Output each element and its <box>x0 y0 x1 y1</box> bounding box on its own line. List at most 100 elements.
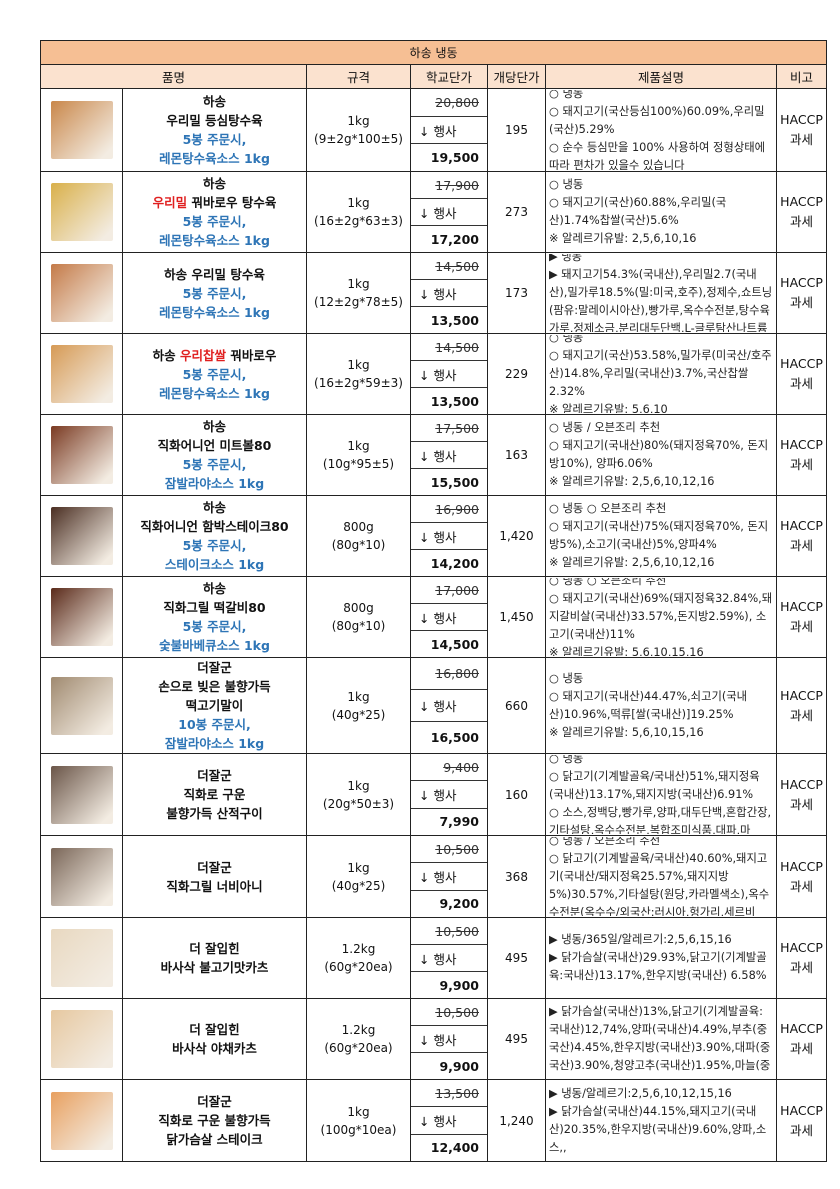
unit-price: 660 <box>487 657 546 754</box>
product-photo-cell <box>40 917 123 999</box>
product-description: ○ 냉동 ○ 돼지고기(국산등심100%)60.09%,우리밀(국산)5.29% ○… <box>545 88 777 172</box>
name-segment: 하송 우리밀 탕수육 <box>164 266 265 282</box>
price-table: 하송 냉동 품명 규격 학교단가 개당단가 제품설명 비고 하송 우리밀 등심탕수… <box>39 40 828 1162</box>
remark-line: 과세 <box>790 376 814 391</box>
description-line: ※ 알레르기유발: 5,6,10 <box>549 403 668 413</box>
product-name: 더 잘입힌 바사삭 야채카츠 <box>122 998 307 1080</box>
header-unit-price: 개당단가 <box>487 64 546 89</box>
description-line: ○ 돼지고기(국내산)75%(돼지정육70%, 돈지방5%),소고기(국내산)5… <box>549 520 769 551</box>
event-label: ↓ 행사 <box>411 863 487 891</box>
remark: HACCP 과세 <box>775 414 828 496</box>
spec-line: 1kg <box>347 778 370 793</box>
name-line: 닭가슴살 스테이크 <box>123 1130 306 1149</box>
sale-price: 9,200 <box>439 896 479 912</box>
original-price: 20,800 <box>411 89 487 117</box>
sale-price: 9,900 <box>439 977 479 993</box>
name-line: 직화그릴 너비아니 <box>123 877 306 896</box>
product-photo-cell <box>40 414 123 496</box>
event-label: ↓ 행사 <box>411 442 487 469</box>
description-line: ▶ 냉동/알레르기:2,5,6,10,12,15,16 <box>549 1086 732 1100</box>
name-segment: 하송 <box>202 176 226 191</box>
spec-line: 1kg <box>347 358 370 372</box>
event-label: ↓ 행사 <box>411 781 487 809</box>
original-price: 16,900 <box>411 496 487 523</box>
product-photo-cell <box>40 171 123 253</box>
name-line: 직화어니언 미트볼80 <box>123 436 306 455</box>
school-price: 9,400 ↓ 행사 7,990 <box>410 753 488 836</box>
remark-line: HACCP <box>780 858 823 874</box>
description-line: ○ 순수 등심만을 100% 사용하여 정형상태에 따라 편차가 있을수 있습니… <box>549 141 766 170</box>
header-name: 품명 <box>40 64 307 89</box>
name-line: 하송 우리찹쌀 꿔바로우 <box>123 346 306 365</box>
product-photo-cell <box>40 333 123 415</box>
name-segment: 더잘군 <box>197 768 232 783</box>
table-row: 더잘군 직화로 구운 불향가득 닭가슴살 스테이크 1kg (100g*10ea) 1… <box>40 1079 828 1162</box>
remark: HACCP 과세 <box>775 252 828 334</box>
name-segment: 5봉 주문시, <box>182 214 247 229</box>
name-segment: 더잘군 <box>197 660 232 675</box>
remark-line: HACCP <box>780 518 823 533</box>
product-description: ▶ 냉동 ▶ 돼지고기54.3%(국내산),우리밀2.7(국내산),밀가루18.5… <box>545 252 777 334</box>
school-price: 10,500 ↓ 행사 9,200 <box>410 835 488 918</box>
spec-line: 1kg <box>347 277 370 291</box>
spec-line: (60g*20ea) <box>324 960 393 974</box>
product-description: ○ 냉동 / 오븐조리 추천 ○ 돼지고기(국내산)80%(돼지정육70%, 돈지… <box>545 414 777 496</box>
remark-line: HACCP <box>780 776 823 792</box>
description-line: ○ 냉동 <box>549 90 584 100</box>
product-spec: 800g (80g*10) <box>306 495 411 577</box>
name-segment: 불향가득 산적구이 <box>166 806 263 821</box>
unit-price: 1,420 <box>487 495 546 577</box>
event-label: ↓ 행사 <box>411 523 487 550</box>
table-row: 하송 우리밀 꿔바로우 탕수육 5봉 주문시, 레몬탕수육소스 1kg 1kg (16±… <box>40 171 828 253</box>
school-price: 20,800 ↓ 행사 19,500 <box>410 88 488 172</box>
event-label: ↓ 행사 <box>411 945 487 972</box>
spec-line: (60g*20ea) <box>324 1041 393 1055</box>
sale-price: 13,500 <box>430 393 479 409</box>
remark-line: 과세 <box>790 960 814 975</box>
name-line: 우리밀 꿔바로우 탕수육 <box>123 193 306 212</box>
unit-price: 495 <box>487 917 546 999</box>
name-line: 직화로 구운 <box>123 785 306 804</box>
remark: HACCP 과세 <box>775 495 828 577</box>
sale-price: 15,500 <box>430 474 479 490</box>
remark: HACCP 과세 <box>775 753 828 836</box>
product-photo-cell <box>40 576 123 658</box>
name-line: 더잘군 <box>123 1092 306 1111</box>
description-line: ○ 돼지고기(국내산)80%(돼지정육70%, 돈지방10%), 양파6.06% <box>549 439 769 470</box>
name-line: 불향가득 산적구이 <box>123 804 306 823</box>
name-line: 10봉 주문시, <box>123 715 306 734</box>
spec-line: 1.2kg <box>341 942 376 956</box>
remark-line: 과세 <box>790 878 814 894</box>
remark: HACCP 과세 <box>775 333 828 415</box>
spec-line: (9±2g*100±5) <box>314 132 403 146</box>
event-label: ↓ 행사 <box>411 604 487 631</box>
event-label: ↓ 행사 <box>411 690 487 722</box>
name-segment: 직화로 구운 불향가득 <box>158 1113 271 1128</box>
name-segment: 레몬탕수육소스 1kg <box>159 233 270 248</box>
product-name: 하송 직화어니언 함박스테이크80 5봉 주문시, 스테이크소스 1kg <box>122 495 307 577</box>
table-row: 더 잘입힌 바사삭 야채카츠 1.2kg (60g*20ea) 10,500 ↓ 행… <box>40 998 828 1080</box>
description-line: ○ 냉동 ○ 오븐조리 추천 <box>549 578 667 587</box>
table-row: 더잘군 손으로 빚은 불향가득 떡고기말이 10봉 주문시, 잠발라야소스 1kg 1k… <box>40 657 828 754</box>
description-line: ○ 냉동 / 오븐조리 추천 <box>549 837 661 847</box>
spec-line: (12±2g*78±5) <box>314 295 403 309</box>
spec-line: 1kg <box>347 439 370 453</box>
product-spec: 1kg (12±2g*78±5) <box>306 252 411 334</box>
description-line: ※ 알레르기유발: 2,5,6,10,16 <box>549 232 697 245</box>
name-line: 우리밀 등심탕수육 <box>123 111 306 130</box>
description-line: ○ 냉동 ○ 오븐조리 추천 <box>549 502 667 515</box>
sale-price: 16,500 <box>430 730 479 745</box>
name-segment: 직화어니언 함박스테이크80 <box>140 519 289 534</box>
product-photo <box>50 1091 113 1150</box>
remark: HACCP 과세 <box>775 1079 828 1162</box>
spec-line: (80g*10) <box>331 538 386 552</box>
name-segment: 더 잘입힌 <box>189 1022 240 1037</box>
product-photo <box>50 183 113 241</box>
name-segment: 더잘군 <box>197 1094 232 1109</box>
description-line: ▶ 냉동 <box>549 254 583 263</box>
product-photo <box>50 847 113 906</box>
name-segment: 꿔바로우 <box>226 347 277 363</box>
remark-line: HACCP <box>780 112 823 127</box>
name-line: 더잘군 <box>123 858 306 877</box>
